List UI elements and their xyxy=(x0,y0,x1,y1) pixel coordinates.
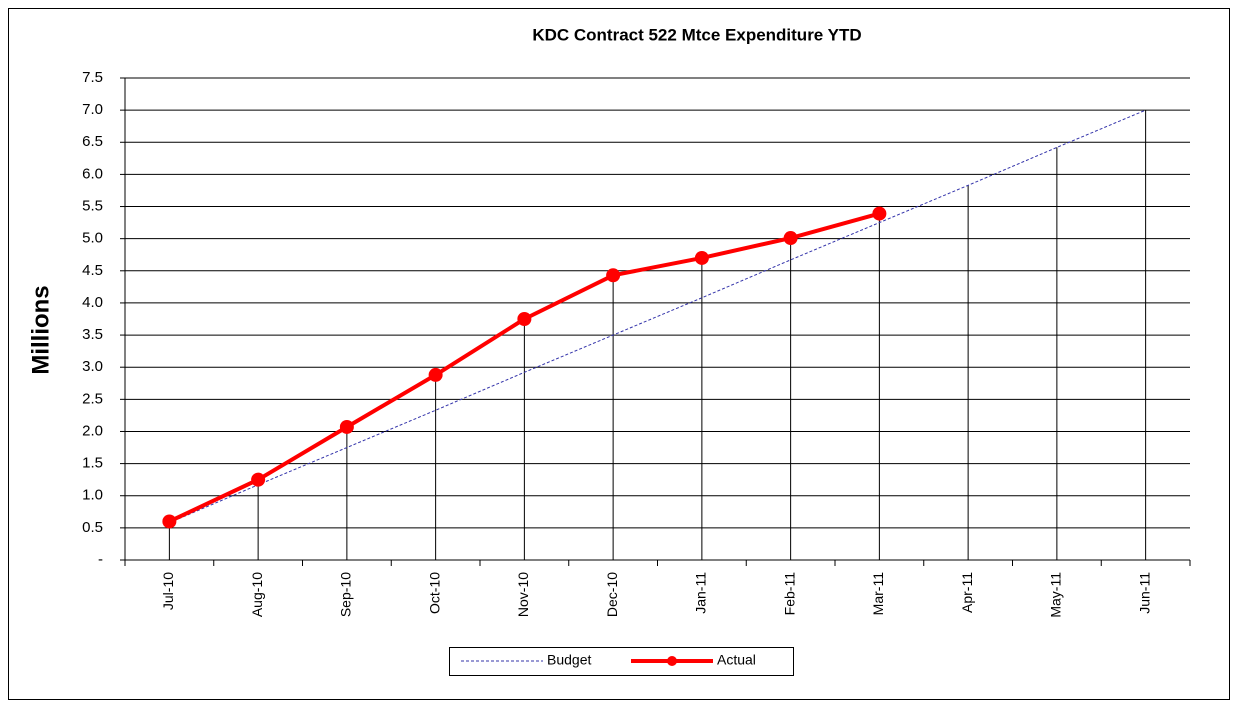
y-tick-label: 2.0 xyxy=(82,422,103,439)
y-tick-label: 6.0 xyxy=(82,165,103,182)
x-tick-label: Jul-10 xyxy=(160,572,176,610)
y-tick-label: 5.0 xyxy=(82,230,103,247)
legend-label: Actual xyxy=(717,652,756,668)
chart-title: KDC Contract 522 Mtce Expenditure YTD xyxy=(532,25,861,44)
chart-border xyxy=(8,8,1230,700)
legend-marker xyxy=(667,656,677,666)
series-marker xyxy=(783,231,798,246)
x-tick-label: Nov-10 xyxy=(515,572,531,617)
y-tick-label: 2.5 xyxy=(82,390,103,407)
y-axis-title: Millions xyxy=(27,285,54,374)
x-tick-label: May-11 xyxy=(1048,572,1064,618)
y-tick-label: 6.5 xyxy=(82,133,103,150)
y-tick-label: 0.5 xyxy=(82,519,103,536)
y-tick-label: 1.0 xyxy=(82,487,103,504)
series-marker xyxy=(872,206,887,221)
x-tick-label: Aug-10 xyxy=(249,572,265,617)
y-tick-label: 7.0 xyxy=(82,101,103,118)
series-marker xyxy=(251,472,266,487)
series-marker xyxy=(339,419,354,434)
x-tick-label: Oct-10 xyxy=(426,572,442,614)
series-line xyxy=(169,109,1146,524)
x-tick-label: Jun-11 xyxy=(1136,572,1152,614)
y-tick-label: - xyxy=(98,551,103,568)
x-tick-label: Feb-11 xyxy=(781,572,797,616)
series-marker xyxy=(428,367,443,382)
x-tick-label: Sep-10 xyxy=(338,572,354,617)
y-tick-label: 4.5 xyxy=(82,262,103,279)
series-marker xyxy=(606,268,621,283)
series-marker xyxy=(694,250,709,265)
y-tick-label: 3.5 xyxy=(82,326,103,343)
legend-label: Budget xyxy=(547,652,591,668)
y-tick-label: 3.0 xyxy=(82,358,103,375)
y-tick-label: 1.5 xyxy=(82,455,103,472)
y-tick-label: 7.5 xyxy=(82,69,103,86)
y-tick-label: 5.5 xyxy=(82,198,103,215)
y-tick-label: 4.0 xyxy=(82,294,103,311)
x-tick-label: Apr-11 xyxy=(959,572,975,613)
x-tick-label: Jan-11 xyxy=(693,572,709,614)
x-tick-label: Mar-11 xyxy=(870,572,886,616)
series-marker xyxy=(162,514,177,529)
x-tick-label: Dec-10 xyxy=(604,572,620,617)
series-marker xyxy=(517,312,532,326)
